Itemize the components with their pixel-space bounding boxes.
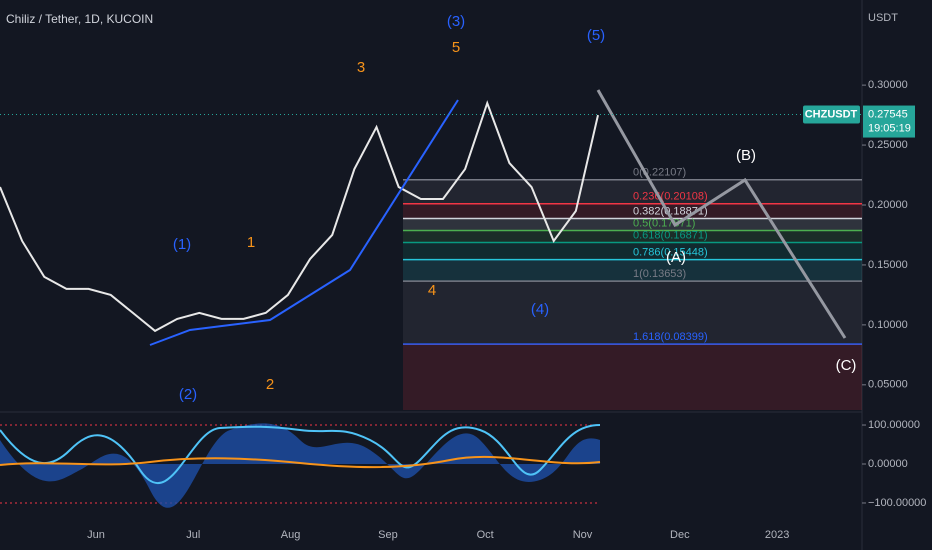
symbol-label: CHZUSDT [805,108,858,120]
x-tick-label: Dec [670,529,690,541]
fib-label: 0.786(0.15448) [633,246,708,258]
fib-band [403,230,862,243]
y-tick-label: 0.15000 [868,259,908,271]
wave-label: (1) [173,236,191,253]
fib-label: 0(0.22107) [633,167,686,179]
x-tick-label: Aug [281,529,301,541]
y-tick-label: 0.25000 [868,139,908,151]
wave-label: (B) [736,147,756,164]
osc-line [0,424,601,485]
plot [0,100,599,333]
wave-label: 1 [247,234,255,251]
fib-label: 1.618(0.08399) [633,331,708,343]
oscillator [0,423,601,508]
fib-band [403,242,862,260]
y-tick-label: 0.05000 [868,379,908,391]
chart-title: Chiliz / Tether, 1D, KUCOIN [6,12,153,26]
x-tick-label: Sep [378,529,398,541]
x-tick-label: Oct [477,529,494,541]
wave-label: (2) [179,386,197,403]
fib-band [403,218,862,231]
y-tick-label: 0.20000 [868,199,908,211]
projection [596,89,847,339]
symbol-box [803,105,860,124]
wave-label: 2 [266,376,274,393]
osc-tick-label: 100.00000 [868,419,920,431]
x-tick-label: Jul [186,529,200,541]
wave-label: (3) [447,13,465,30]
osc-line [0,455,601,469]
osc-area [0,423,600,508]
wave-line [149,99,459,346]
y-tick-label: 0.30000 [868,79,908,91]
last-price: 0.27545 [868,108,908,120]
fib-band [403,203,862,219]
fib-band [403,344,862,410]
x-tick-label: Nov [573,529,593,541]
y-unit: USDT [868,12,898,24]
fib-label: 1(0.13653) [633,268,686,280]
wave-label: (C) [836,357,857,374]
wave-label: (5) [587,27,605,44]
x-tick-label: Jun [87,529,105,541]
fib-zone: 0(0.22107)0.236(0.20108)0.382(0.18871)0.… [403,167,862,410]
fib-band [403,259,862,282]
osc-tick-label: −100.00000 [868,497,926,509]
x-tick-label: 2023 [765,529,789,541]
fib-band [403,281,862,345]
osc-tick-label: 0.00000 [868,458,908,470]
wave-label: (4) [531,301,549,318]
wave-label: 5 [452,39,460,56]
wave-label: (A) [666,249,686,266]
y-tick-label: 0.10000 [868,319,908,331]
countdown: 19:05:19 [868,122,911,134]
fib-label: 0.236(0.20108) [633,191,708,203]
price-box [863,105,915,138]
price-line [0,100,599,333]
fib-label: 0.618(0.16871) [633,229,708,241]
wave-label: 4 [428,282,436,299]
wave-label: 3 [357,59,365,76]
